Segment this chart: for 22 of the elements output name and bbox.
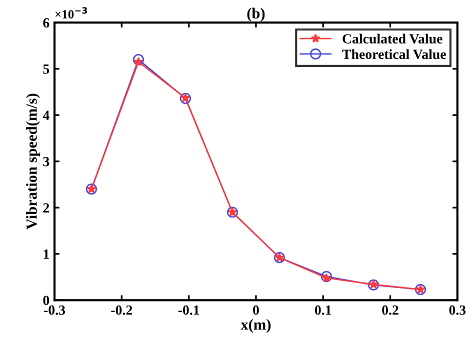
y-tick-label: 6 — [43, 18, 50, 28]
y-tick-label: 1 — [44, 250, 49, 259]
y-tick-label: 5 — [43, 64, 50, 74]
y-tick-label: 0 — [43, 296, 50, 306]
chart-title: (b) — [247, 8, 265, 22]
y-tick-label: 3 — [43, 156, 50, 166]
x-tick-label: 0.3 — [449, 305, 466, 315]
x-tick-label: -0.2 — [111, 305, 132, 315]
x-tick-label: 0.1 — [314, 305, 332, 315]
point — [132, 54, 144, 66]
y-tick-label: 2 — [43, 203, 50, 212]
x-axis-title: x(m) — [240, 319, 271, 333]
x-tick-label: -0.1 — [178, 305, 200, 315]
legend-label: Calculated Value — [342, 34, 442, 44]
x-tick-label: -0.3 — [44, 305, 66, 315]
y-axis-title: Vibration speed(m/s) — [26, 94, 40, 230]
legend-label: Theoretical Value — [342, 49, 446, 60]
x-tick-label: 0.2 — [382, 305, 398, 315]
text: ×10$^{−3}$ — [55, 7, 87, 19]
y-tick-label: 4 — [42, 110, 50, 120]
point — [134, 57, 144, 66]
x-tick-label: 0 — [253, 305, 259, 315]
